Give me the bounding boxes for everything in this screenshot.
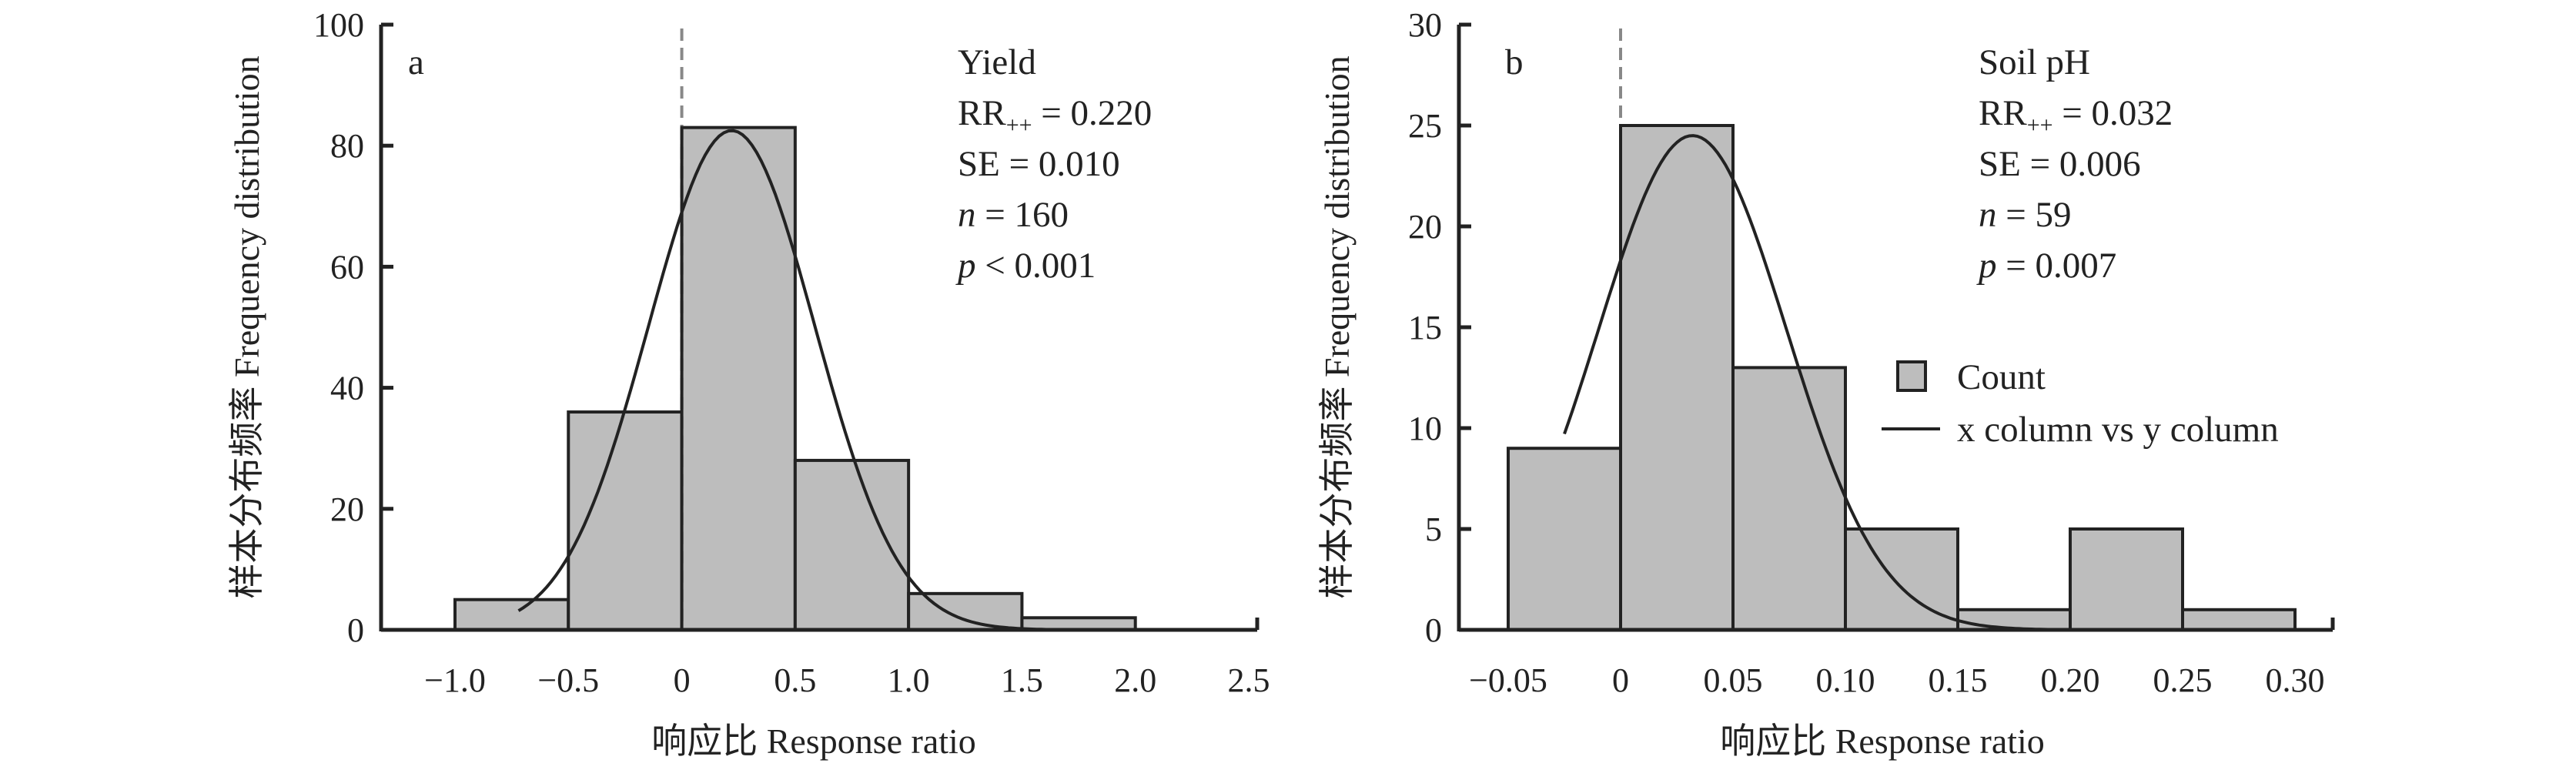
- y-tick-label: 20: [1408, 208, 1442, 246]
- annotation-p: p = 0.007: [1976, 246, 2116, 286]
- annotation-rr: RR++ = 0.032: [1979, 93, 2173, 138]
- histogram-bar: [2181, 608, 2297, 631]
- x-tick-label: 0.30: [2266, 661, 2325, 699]
- x-tick-label: 2.5: [1228, 661, 1270, 699]
- y-axis-label-b: 样本分布频率 Frequency distribution: [1317, 55, 1357, 598]
- annotation-name: Soil pH: [1979, 42, 2090, 82]
- legend-count-swatch: [1896, 360, 1927, 392]
- annotation-n: n = 160: [958, 195, 1069, 235]
- y-tick-label: 40: [330, 370, 364, 407]
- x-tick-label: 0: [1612, 661, 1629, 699]
- y-tick-label: 0: [347, 611, 364, 649]
- stats-annotation-a: Yield RR++ = 0.220 SE = 0.010 n = 160 p …: [955, 42, 1152, 286]
- annotation-se: SE = 0.010: [958, 144, 1120, 184]
- x-tick-label: 1.0: [888, 661, 930, 699]
- normal-fit-curve: [517, 129, 1079, 631]
- x-tick-label: 1.5: [1001, 661, 1043, 699]
- x-axis-label-a: 响应比 Response ratio: [651, 721, 976, 761]
- plot-area: 0 20 40 60 80 100 −1.0 −0.5 0 0.5 1.0 1.5 2.0 2.5: [313, 6, 1270, 699]
- legend-fit-label: x column vs y column: [1957, 410, 2279, 450]
- annotation-p: p < 0.001: [955, 246, 1096, 286]
- x-tick-label: 0.15: [1929, 661, 1988, 699]
- panel-b-soil-ph: 0 5 10 15 20 25 30 −0.05 0 0.05 0.10 0.15 0.20 0.25 0.…: [1317, 6, 2335, 761]
- y-tick-label: 10: [1408, 410, 1442, 447]
- histogram-bar: [453, 598, 570, 632]
- x-tick-label: 0.25: [2153, 661, 2213, 699]
- y-tick-label: 5: [1425, 511, 1442, 548]
- x-tick-label: 0: [674, 661, 691, 699]
- legend-count-label: Count: [1957, 357, 2046, 397]
- histogram-bar: [1731, 366, 1847, 631]
- panel-label-b: b: [1505, 42, 1524, 82]
- y-tick-label: 80: [330, 127, 364, 165]
- x-tick-label: −0.5: [537, 661, 599, 699]
- histogram-bar: [1507, 447, 1622, 632]
- x-axis-label-b: 响应比 Response ratio: [1720, 721, 2045, 761]
- x-tick-label: 0.5: [774, 661, 816, 699]
- y-tick-label: 60: [330, 248, 364, 286]
- x-tick-label: 2.0: [1114, 661, 1156, 699]
- y-axis-label-a: 样本分布频率 Frequency distribution: [227, 55, 266, 598]
- y-tick-label: 30: [1408, 6, 1442, 44]
- plot-area: 0 5 10 15 20 25 30 −0.05 0 0.05 0.10 0.15 0.20 0.25 0.…: [1408, 6, 2335, 699]
- y-tick-label: 20: [330, 490, 364, 528]
- panel-label-a: a: [408, 42, 424, 82]
- legend: Count x column vs y column: [1882, 357, 2279, 450]
- histogram-bar: [907, 591, 1024, 632]
- x-tick-label: 0.05: [1704, 661, 1763, 699]
- y-tick-label: 25: [1408, 107, 1442, 145]
- x-tick-label: 0.10: [1816, 661, 1875, 699]
- y-tick-label: 15: [1408, 309, 1442, 346]
- normal-fit-curve: [1563, 134, 2048, 631]
- histogram-bar: [1956, 608, 2072, 631]
- y-tick-label: 0: [1425, 611, 1442, 649]
- annotation-rr: RR++ = 0.220: [958, 93, 1152, 138]
- histogram-bar: [2069, 527, 2184, 631]
- annotation-n: n = 59: [1979, 195, 2072, 235]
- y-tick-label: 100: [313, 6, 364, 44]
- stats-annotation-b: Soil pH RR++ = 0.032 SE = 0.006 n = 59 p…: [1976, 42, 2173, 286]
- annotation-name: Yield: [958, 42, 1036, 82]
- histogram-bar: [793, 458, 911, 631]
- annotation-se: SE = 0.006: [1979, 144, 2141, 184]
- x-tick-label: 0.20: [2041, 661, 2100, 699]
- x-tick-label: −1.0: [424, 661, 486, 699]
- panel-a-yield: 0 20 40 60 80 100 −1.0 −0.5 0 0.5 1.0 1.5 2.0 2.5 a Y…: [227, 6, 1270, 761]
- histogram-bar: [1619, 124, 1735, 631]
- x-tick-label: −0.05: [1469, 661, 1547, 699]
